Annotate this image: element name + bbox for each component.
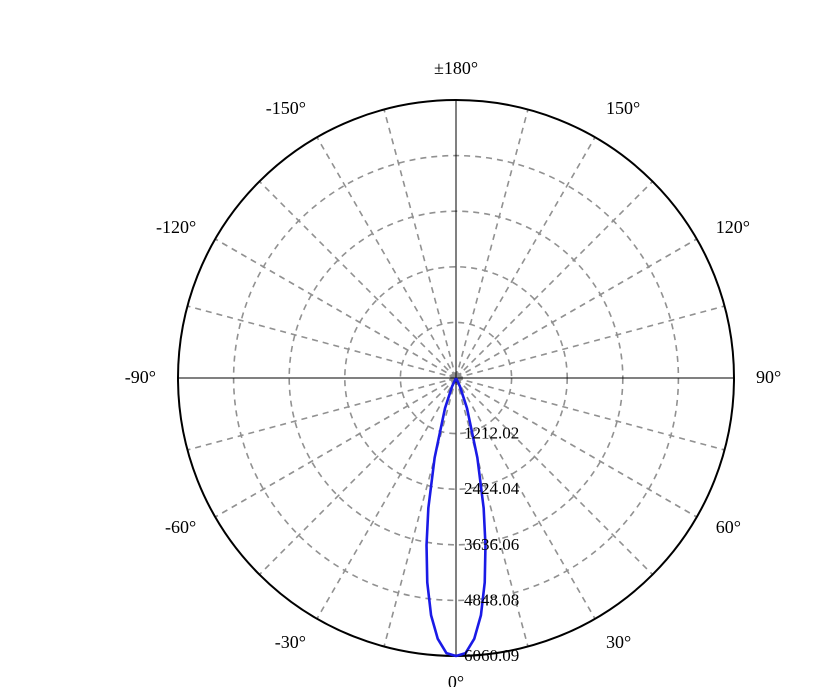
angle-label: 90° <box>756 367 781 387</box>
angle-label: -60° <box>165 517 196 537</box>
angle-label: -150° <box>266 98 306 118</box>
angle-label: 150° <box>606 98 640 118</box>
angle-label: 30° <box>606 632 631 652</box>
angle-label: -90° <box>125 367 156 387</box>
angle-label: -30° <box>275 632 306 652</box>
angle-label: 0° <box>448 672 464 687</box>
radial-label: 4848.08 <box>464 590 519 609</box>
angle-label: 60° <box>716 517 741 537</box>
radial-label: 6060.09 <box>464 646 519 665</box>
radial-label: 3636.06 <box>464 535 519 554</box>
angle-label: ±180° <box>434 58 478 78</box>
radial-label: 1212.02 <box>464 424 519 443</box>
radial-label: 2424.04 <box>464 479 520 498</box>
polar-svg: 1212.02 2424.04 3636.06 4848.08 6060.09 ±180°… <box>0 0 815 687</box>
angle-label: 120° <box>716 217 750 237</box>
polar-chart: 1212.02 2424.04 3636.06 4848.08 6060.09 ±180°… <box>0 0 815 687</box>
angle-label: -120° <box>156 217 196 237</box>
